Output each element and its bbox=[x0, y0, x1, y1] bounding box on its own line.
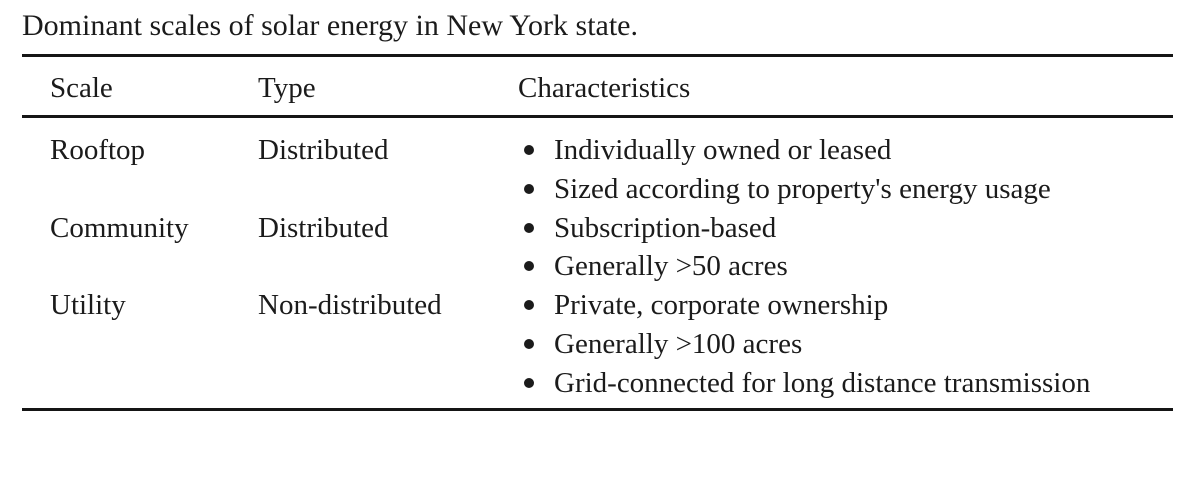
characteristic-item: Private, corporate ownership bbox=[518, 286, 1173, 325]
characteristics-list: Private, corporate ownership Generally >… bbox=[518, 286, 1173, 402]
table-body: Rooftop Distributed Individually owned o… bbox=[22, 118, 1173, 411]
characteristic-item: Subscription-based bbox=[518, 209, 1173, 248]
column-header-characteristics: Characteristics bbox=[518, 72, 691, 104]
table-row: Utility Non-distributed Private, corpora… bbox=[22, 286, 1173, 402]
scale-cell: Utility bbox=[50, 289, 126, 322]
table-row: Rooftop Distributed Individually owned o… bbox=[22, 131, 1173, 209]
column-header-scale: Scale bbox=[50, 72, 113, 104]
characteristics-list: Individually owned or leased Sized accor… bbox=[518, 131, 1173, 209]
type-cell: Distributed bbox=[258, 211, 389, 244]
type-cell: Non-distributed bbox=[258, 289, 442, 322]
characteristic-item: Grid-connected for long distance transmi… bbox=[518, 364, 1173, 403]
column-header-type: Type bbox=[258, 72, 316, 104]
solar-scales-table: Scale Type Characteristics Rooftop Distr… bbox=[22, 54, 1173, 411]
table-header-row: Scale Type Characteristics bbox=[22, 57, 1173, 118]
characteristics-list: Subscription-based Generally >50 acres bbox=[518, 209, 1173, 287]
characteristic-item: Generally >100 acres bbox=[518, 325, 1173, 364]
scale-cell: Community bbox=[50, 211, 189, 244]
type-cell: Distributed bbox=[258, 134, 389, 166]
scale-cell: Rooftop bbox=[50, 134, 146, 166]
characteristic-item: Generally >50 acres bbox=[518, 247, 1173, 286]
table-caption: Dominant scales of solar energy in New Y… bbox=[22, 9, 638, 42]
table-row: Community Distributed Subscription-based… bbox=[22, 209, 1173, 287]
characteristic-item: Individually owned or leased bbox=[518, 131, 1173, 170]
characteristic-item: Sized according to property's energy usa… bbox=[518, 170, 1173, 209]
